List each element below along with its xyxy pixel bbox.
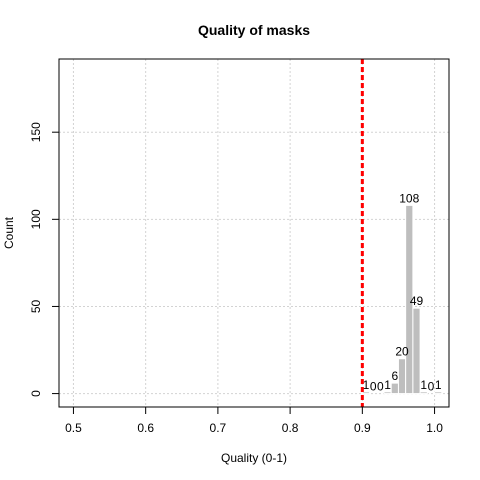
- bar-count-label-6: 108: [399, 191, 419, 205]
- histogram-bar-4: [390, 382, 399, 395]
- chart-title: Quality of masks: [198, 22, 310, 38]
- histogram-bar-3: [383, 391, 392, 395]
- bar-count-label-2: 0: [377, 380, 384, 394]
- y-axis-label: Count: [2, 216, 16, 249]
- x-axis-label: Quality (0-1): [221, 451, 287, 465]
- bar-count-label-4: 6: [391, 369, 398, 383]
- histogram-bar-8: [419, 391, 428, 395]
- x-tick-label-1: 0.6: [137, 421, 154, 435]
- bar-count-label-0: 1: [363, 378, 370, 392]
- y-tick-label-1: 50: [29, 299, 43, 313]
- histogram-bar-0: [361, 391, 371, 395]
- histogram-bars: [361, 204, 443, 395]
- bar-count-label-10: 1: [435, 378, 442, 392]
- histogram-bar-10: [434, 391, 443, 395]
- x-tick-label-4: 0.9: [354, 421, 371, 435]
- bar-count-label-7: 49: [410, 294, 424, 308]
- x-tick-label-2: 0.7: [210, 421, 227, 435]
- bar-count-label-9: 0: [428, 380, 435, 394]
- bar-count-label-5: 20: [395, 345, 409, 359]
- y-tick-label-2: 100: [29, 209, 43, 229]
- x-axis: 0.5 0.6 0.7 0.8 0.9 1.0: [65, 406, 443, 435]
- y-tick-label-3: 150: [29, 122, 43, 142]
- histogram-bar-5: [397, 358, 407, 395]
- x-tick-label-0: 0.5: [65, 421, 82, 435]
- histogram-bar-6: [405, 204, 414, 395]
- x-tick-label-3: 0.8: [282, 421, 299, 435]
- y-axis: 0 50 100 150: [29, 122, 60, 397]
- y-tick-label-0: 0: [29, 390, 43, 397]
- grid-lines: [59, 59, 449, 407]
- bar-count-label-8: 1: [420, 378, 427, 392]
- histogram-bar-7: [412, 307, 421, 395]
- bar-count-label-3: 1: [384, 378, 391, 392]
- x-tick-label-5: 1.0: [426, 421, 443, 435]
- bar-count-label-1: 0: [370, 380, 377, 394]
- plot-frame: [58, 58, 450, 408]
